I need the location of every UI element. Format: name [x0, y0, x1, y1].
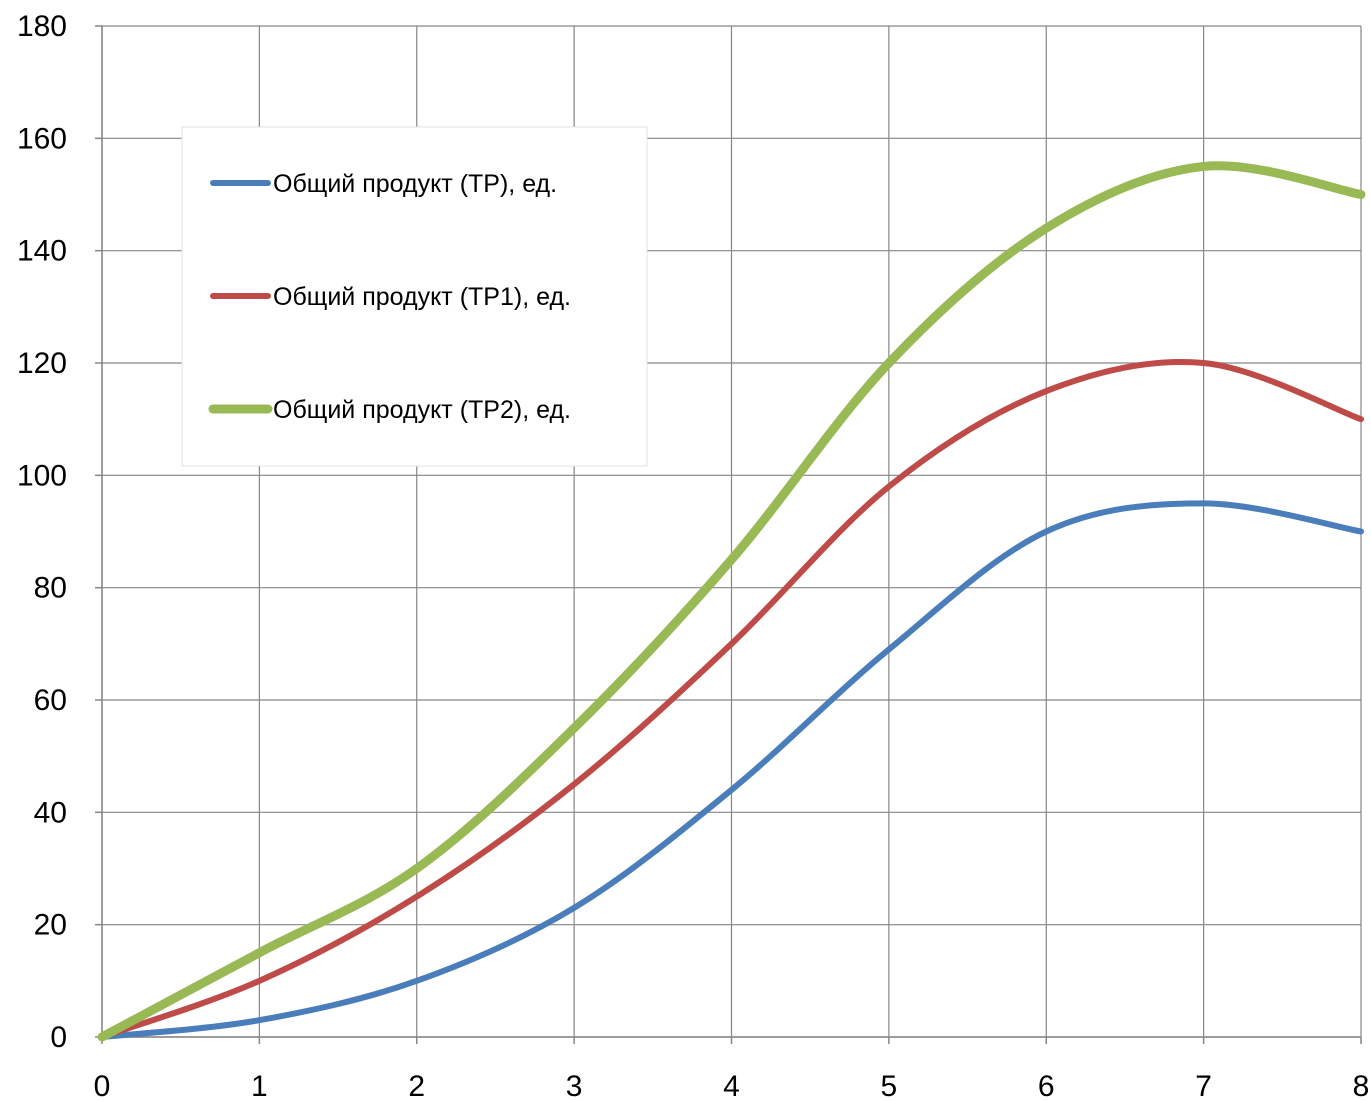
y-tick-label: 100 — [17, 459, 67, 492]
x-tick-label: 6 — [1038, 1070, 1055, 1101]
series-line-1 — [99, 500, 1364, 1040]
x-tick-label: 5 — [881, 1070, 898, 1101]
x-tick-label: 1 — [251, 1070, 268, 1101]
legend-label-2: Общий продукт (TP1), ед. — [273, 283, 571, 311]
legend-label-1: Общий продукт (TP), ед. — [273, 170, 557, 198]
y-tick-label: 160 — [17, 122, 67, 155]
x-tick-label: 2 — [408, 1070, 425, 1101]
y-tick-label: 180 — [17, 10, 67, 43]
series-line-3 — [97, 161, 1366, 1042]
legend: Общий продукт (TP), ед. Общий продукт (TP… — [181, 126, 648, 467]
y-tick-label: 20 — [34, 909, 67, 942]
y-tick-label: 40 — [34, 796, 67, 829]
x-tick-label: 4 — [723, 1070, 740, 1101]
y-tick-label: 80 — [34, 572, 67, 605]
series-lines — [97, 161, 1366, 1042]
y-tick-label: 120 — [17, 347, 67, 380]
x-tick-label: 8 — [1353, 1070, 1370, 1101]
x-tick-label: 0 — [94, 1070, 111, 1101]
x-tick-label: 7 — [1195, 1070, 1212, 1101]
y-tick-label: 0 — [50, 1021, 67, 1054]
axes: 0 20 40 60 80 100 120 140 160 180 0 1 2 3 4 5 6 7 8 — [17, 10, 1369, 1101]
y-tick-label: 60 — [34, 684, 67, 717]
legend-label-3: Общий продукт (TP2), ед. — [273, 396, 571, 424]
x-tick-label: 3 — [566, 1070, 583, 1101]
y-tick-label: 140 — [17, 235, 67, 268]
